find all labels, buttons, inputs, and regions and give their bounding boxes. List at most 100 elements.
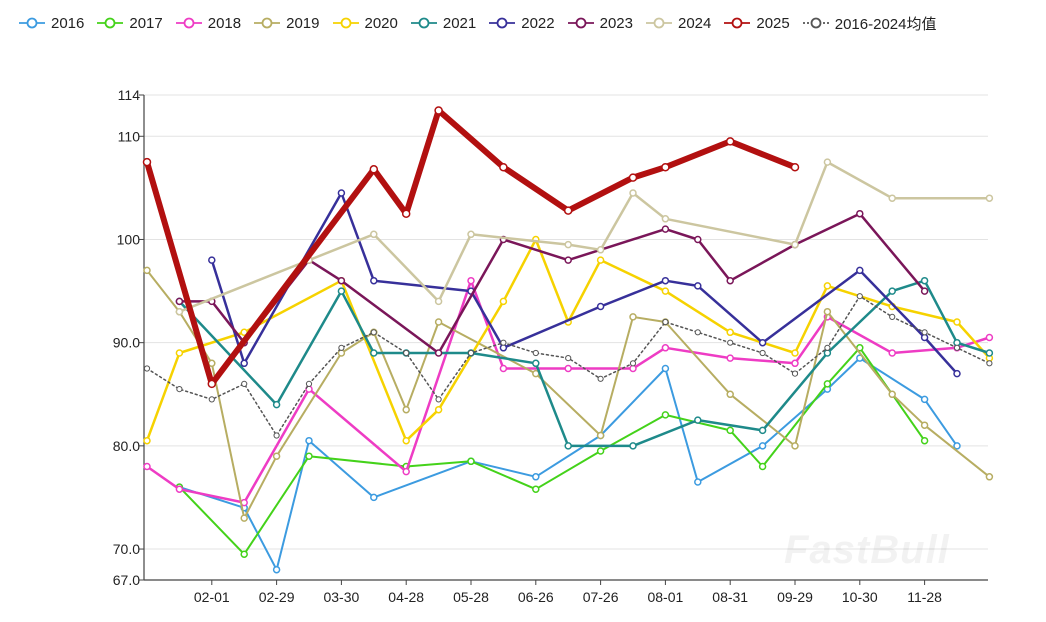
legend-marker-icon	[19, 17, 45, 29]
data-point	[532, 473, 540, 481]
data-point	[564, 364, 572, 373]
data-point	[920, 276, 929, 285]
data-point	[758, 442, 767, 450]
data-point	[823, 307, 832, 316]
data-point	[596, 302, 605, 311]
legend-item-2017[interactable]: 2017	[96, 15, 163, 32]
legend-marker-icon	[724, 17, 751, 29]
data-point	[661, 276, 670, 285]
series-2025	[142, 106, 800, 389]
data-point	[370, 276, 378, 285]
legend-marker-icon	[802, 17, 829, 29]
legend-label: 2016	[51, 14, 85, 32]
x-tick-label: 09-29	[777, 589, 813, 605]
data-point	[532, 485, 540, 493]
data-point	[953, 344, 961, 351]
legend-label: 2019	[286, 14, 320, 32]
data-point	[369, 165, 379, 174]
legend-item-2018[interactable]: 2018	[175, 15, 241, 32]
data-point	[694, 235, 702, 244]
data-point	[953, 369, 961, 378]
data-point	[305, 380, 313, 387]
data-point	[272, 400, 281, 409]
legend-item-2025[interactable]: 2025	[723, 14, 790, 32]
data-point	[629, 189, 637, 197]
data-point	[467, 276, 475, 285]
data-point	[920, 421, 929, 429]
y-tick-label: 114	[118, 87, 141, 103]
data-point	[499, 364, 508, 373]
data-point	[888, 349, 896, 357]
data-point	[596, 246, 605, 254]
data-point	[758, 338, 767, 347]
y-tick-label: 90.0	[113, 335, 140, 351]
data-point	[499, 297, 508, 306]
data-point	[889, 313, 896, 320]
x-tick-label: 06-26	[518, 589, 554, 605]
data-point	[694, 416, 702, 424]
data-point	[694, 282, 702, 290]
legend-marker-icon	[332, 17, 359, 29]
data-point	[434, 318, 443, 326]
data-point	[272, 565, 281, 574]
data-point	[240, 359, 248, 368]
data-point	[370, 329, 377, 336]
legend-label: 2023	[599, 14, 633, 32]
legend-item-2016-2024均值[interactable]: 2016-2024均值	[802, 13, 937, 34]
data-point	[824, 344, 831, 351]
data-point	[661, 225, 670, 233]
data-point	[337, 276, 346, 285]
data-point	[532, 359, 540, 368]
data-point	[888, 390, 896, 399]
data-point	[726, 390, 734, 399]
data-point	[726, 426, 734, 435]
data-point	[337, 189, 346, 197]
data-point	[564, 442, 572, 450]
data-point	[175, 485, 184, 493]
series-2022	[208, 189, 961, 378]
x-tick-label: 07-26	[583, 589, 619, 605]
legend-item-2019[interactable]: 2019	[253, 14, 320, 32]
data-point	[726, 276, 734, 285]
data-point	[142, 157, 152, 167]
data-point	[467, 230, 475, 239]
legend-item-2023[interactable]: 2023	[567, 15, 633, 32]
data-point	[985, 333, 994, 342]
data-point	[856, 209, 864, 218]
data-point	[629, 313, 637, 321]
data-point	[370, 230, 378, 239]
data-point	[402, 436, 410, 445]
data-point	[273, 432, 280, 439]
data-point	[563, 206, 573, 215]
legend-item-2016[interactable]: 2016	[18, 15, 84, 32]
data-point	[401, 209, 411, 218]
legend-label: 2025	[756, 14, 790, 32]
legend-label: 2024	[678, 14, 712, 32]
legend-marker-icon	[97, 17, 124, 29]
fastbull-watermark-logo: FastBull	[784, 528, 950, 572]
series-layer	[142, 106, 994, 574]
y-axis-ticks: 67.0 70.0 80.0 90.0 100 110 114	[113, 87, 144, 588]
data-point	[953, 442, 961, 450]
data-point	[758, 462, 767, 471]
legend-marker-icon	[646, 17, 672, 29]
series-2024	[175, 158, 994, 316]
series-2019	[143, 266, 994, 522]
chart-legend: 2016 2017 2018 2019 2020 2021 2022 2023 2024 2025…	[18, 8, 948, 38]
legend-label: 2020	[364, 14, 398, 32]
legend-item-2022[interactable]: 2022	[488, 14, 555, 32]
legend-item-2020[interactable]: 2020	[332, 15, 398, 32]
data-point	[564, 256, 572, 264]
x-tick-label: 04-28	[388, 589, 424, 605]
series-2017	[175, 344, 929, 558]
legend-label: 2022	[521, 14, 555, 32]
y-tick-label: 67.0	[113, 572, 140, 588]
legend-item-2024[interactable]: 2024	[645, 15, 711, 32]
legend-item-2021[interactable]: 2021	[410, 15, 476, 32]
data-point	[175, 307, 184, 316]
data-point	[143, 462, 151, 471]
data-point	[920, 436, 929, 445]
legend-label: 2016-2024均值	[834, 15, 937, 33]
data-point	[499, 162, 508, 172]
data-point	[694, 478, 702, 486]
